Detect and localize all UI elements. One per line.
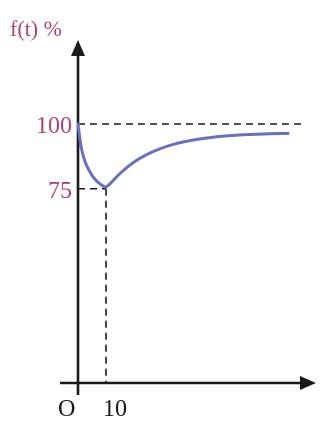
origin-label: O: [58, 396, 75, 422]
y-axis-arrow-icon: [71, 40, 85, 56]
series-group: [76, 122, 290, 189]
y-axis-label: f(t) %: [10, 16, 62, 41]
x-axis-arrow-icon: [300, 376, 316, 390]
series-line-0: [76, 122, 290, 189]
x-tick-label: 10: [103, 396, 127, 422]
y-tick-label: 75: [48, 178, 72, 204]
tick-labels: 100 75 10: [36, 113, 127, 422]
y-tick-label: 100: [36, 113, 72, 139]
labels: f(t) % O: [10, 16, 75, 422]
axes: [60, 40, 316, 395]
guide-lines: [78, 123, 304, 383]
